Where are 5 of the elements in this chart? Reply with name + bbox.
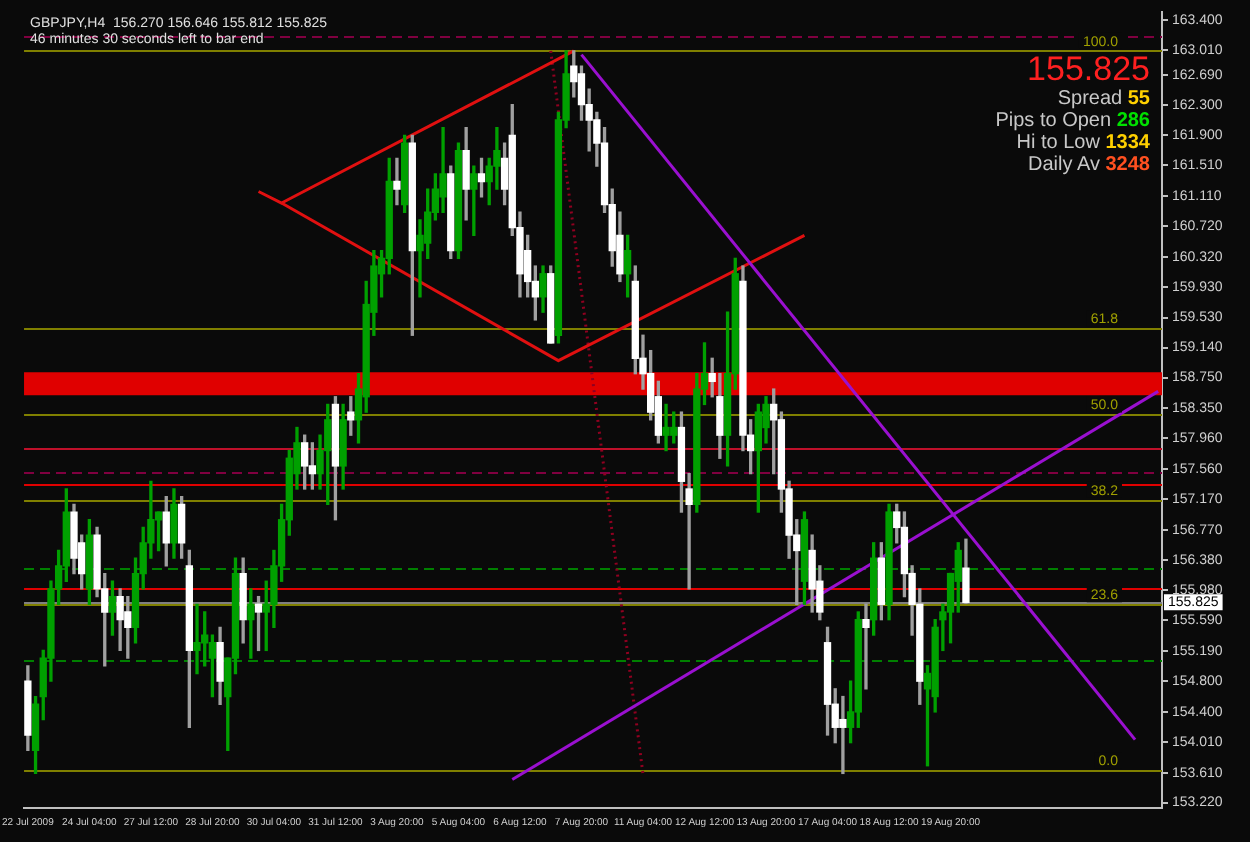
annotation: 155.825 <box>1025 50 1150 88</box>
annotation: Pips to Open 286 <box>995 110 1150 132</box>
annotation: Spread 55 <box>1057 88 1150 110</box>
annotation: Hi to Low 1334 <box>1016 132 1150 154</box>
annotation: Daily Av 3248 <box>1028 154 1150 176</box>
